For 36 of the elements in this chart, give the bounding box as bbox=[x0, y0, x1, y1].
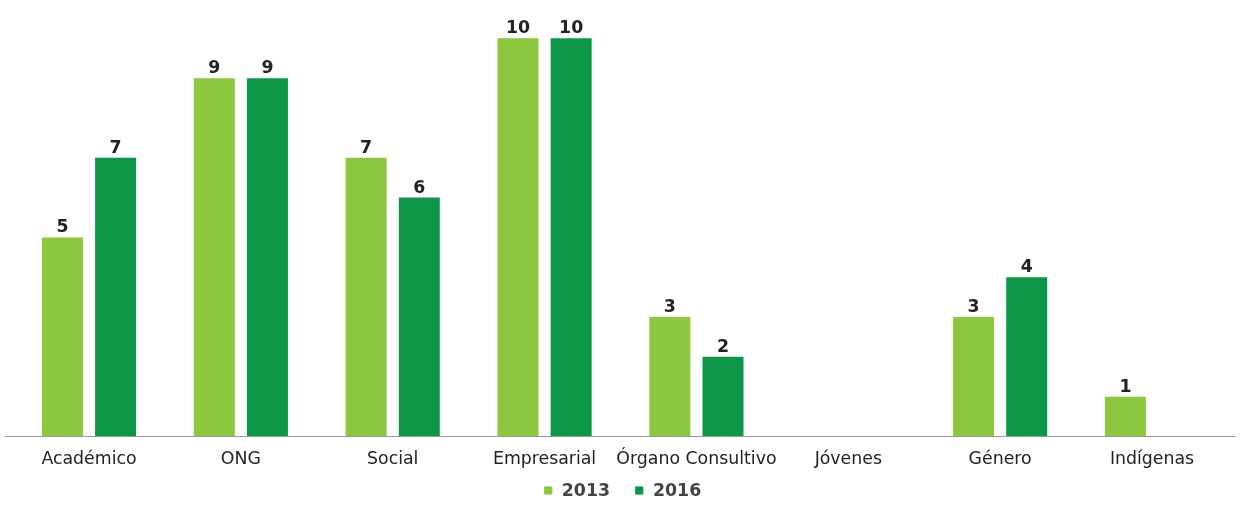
x-tick-label: ONG bbox=[220, 447, 261, 468]
bar bbox=[41, 237, 83, 437]
data-label: 3 bbox=[967, 296, 980, 317]
data-label: 7 bbox=[109, 136, 122, 157]
bar bbox=[193, 78, 235, 437]
x-tick-label: Órgano Consultivo bbox=[616, 446, 777, 468]
bar bbox=[345, 157, 387, 437]
x-tick-label: Jóvenes bbox=[813, 447, 882, 468]
bar bbox=[649, 317, 691, 437]
data-label: 10 bbox=[505, 17, 531, 38]
data-label: 1 bbox=[1119, 375, 1132, 396]
data-label: 3 bbox=[663, 296, 676, 317]
legend-label: 2016 bbox=[653, 480, 702, 500]
data-label: 6 bbox=[413, 176, 426, 197]
legend-label: 2013 bbox=[561, 480, 610, 500]
bar bbox=[1104, 396, 1146, 437]
data-label: 7 bbox=[360, 136, 373, 157]
x-tick-label: Académico bbox=[41, 447, 137, 468]
bar bbox=[550, 38, 592, 437]
bar bbox=[953, 317, 995, 437]
data-label: 2 bbox=[716, 335, 730, 356]
x-tick-label: Social bbox=[367, 447, 419, 468]
x-tick-label: Empresarial bbox=[492, 447, 597, 468]
data-label: 4 bbox=[1020, 256, 1033, 277]
bar bbox=[95, 157, 137, 437]
x-tick-label: Indígenas bbox=[1109, 447, 1195, 468]
bar bbox=[702, 356, 744, 437]
bar bbox=[398, 197, 440, 437]
data-label: 5 bbox=[56, 216, 69, 237]
x-tick-label: Género bbox=[968, 447, 1032, 468]
bar bbox=[1006, 277, 1048, 437]
bar bbox=[497, 38, 539, 437]
data-label: 9 bbox=[208, 57, 221, 78]
data-label: 10 bbox=[559, 17, 584, 38]
bar bbox=[246, 78, 288, 437]
data-label: 9 bbox=[261, 57, 274, 78]
